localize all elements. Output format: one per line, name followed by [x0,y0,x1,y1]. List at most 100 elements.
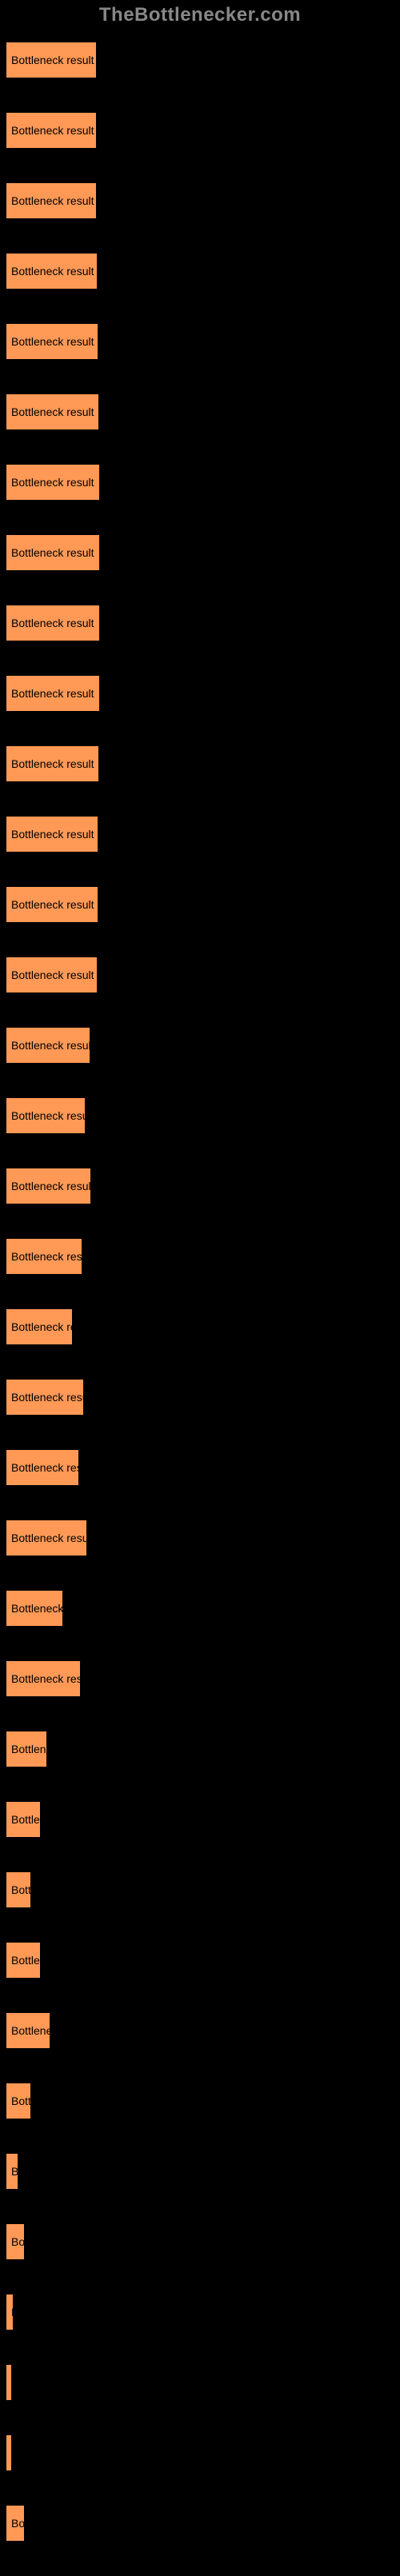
chart-bar: Bottleneck result [6,1380,83,1415]
chart-bar: Bottleneck result [6,394,98,429]
bar-row: Bottleneck result [6,1520,400,1576]
chart-bar: Bottleneck result [6,113,96,148]
chart-bar: Bottleneck result [6,1591,62,1626]
chart-bar: Bottleneck result [6,324,98,359]
bar-label: Bottleneck result [11,617,94,629]
chart-bar: Bottleneck result [6,1520,86,1556]
bar-label: Bottleneck result [11,1320,72,1333]
chart-bar: Bottleneck result [6,2506,24,2541]
bar-row: Bottleneck result [6,254,400,310]
chart-bar: Bottleneck result [6,1168,90,1204]
chart-bar: Bottleneck result [6,2294,13,2330]
bar-label: Bottleneck result [11,1954,40,1967]
chart-bar: Bottleneck result [6,2013,50,2048]
chart-bar: Bottleneck result [6,1802,40,1837]
chart-bar: Bottleneck result [6,676,99,711]
chart-bar: Bottleneck result [6,535,99,570]
bar-label: Bottleneck result [11,476,94,489]
bar-label: Bottleneck result [11,1109,85,1122]
bar-row: Bottleneck result [6,1450,400,1506]
bar-label: Bottleneck result [11,1391,83,1404]
bar-row: Bottleneck result [6,887,400,943]
bar-row: Bottleneck result [6,1168,400,1224]
chart-bar: Bottleneck result [6,2083,30,2119]
chart-bar: Bottleneck result [6,1450,78,1485]
bar-row: Bottleneck result [6,2013,400,2069]
bar-label: Bottleneck result [11,335,94,348]
bar-label: Bottleneck result [11,124,94,137]
chart-bar: Bottleneck result [6,1872,30,1907]
bar-label: Bottleneck result [11,687,94,700]
bar-row: Bottleneck result [6,605,400,661]
bar-row: Bottleneck result [6,2224,400,2280]
chart-bar: Bottleneck result [6,605,99,641]
bar-label: Bottleneck result [11,2306,13,2318]
bar-row: Bottleneck result [6,817,400,873]
bar-label: Bottleneck result [11,2235,24,2248]
chart-bar: Bottleneck result [6,2365,11,2400]
bar-row: Bottleneck result [6,1591,400,1647]
chart-bar: Bottleneck result [6,1943,40,1978]
bar-row: Bottleneck result [6,2365,400,2421]
bar-label: Bottleneck result [11,968,94,981]
chart-bar: Bottleneck result [6,817,98,852]
chart-bar: Bottleneck result [6,2435,11,2470]
bar-label: Bottleneck result [11,1672,80,1685]
bar-row: Bottleneck result [6,2506,400,2562]
bar-label: Bottleneck result [11,1532,86,1544]
bar-label: Bottleneck result [11,2024,50,2037]
chart-bar: Bottleneck result [6,465,99,500]
bar-row: Bottleneck result [6,746,400,802]
bar-label: Bottleneck result [11,757,94,770]
bar-label: Bottleneck result [11,546,94,559]
chart-bar: Bottleneck result [6,1731,46,1767]
bar-label: Bottleneck result [11,1250,82,1263]
bar-row: Bottleneck result [6,1802,400,1858]
bar-label: Bottleneck result [11,2165,18,2178]
chart-bar: Bottleneck result [6,957,97,992]
bar-label: Bottleneck result [11,1743,46,1755]
bar-row: Bottleneck result [6,1661,400,1717]
bar-label: Bottleneck result [11,2517,24,2530]
chart-bar: Bottleneck result [6,1309,72,1344]
site-header: TheBottlenecker.com [0,4,400,26]
bar-row: Bottleneck result [6,2435,400,2491]
bar-label: Bottleneck result [11,1039,90,1052]
bar-label: Bottleneck result [11,898,94,911]
chart-bar: Bottleneck result [6,183,96,218]
chart-bar: Bottleneck result [6,1239,82,1274]
bar-row: Bottleneck result [6,465,400,521]
bar-label: Bottleneck result [11,1813,40,1826]
chart-bar: Bottleneck result [6,887,98,922]
chart-bar: Bottleneck result [6,2154,18,2189]
bar-row: Bottleneck result [6,2083,400,2139]
bar-row: Bottleneck result [6,1872,400,1928]
bar-row: Bottleneck result [6,2154,400,2210]
chart-bar: Bottleneck result [6,1098,85,1133]
bar-row: Bottleneck result [6,1239,400,1295]
chart-bar: Bottleneck result [6,2224,24,2259]
bottleneck-chart: Bottleneck result Bottleneck result Bottle… [0,42,400,2562]
bar-label: Bottleneck result [11,1461,78,1474]
bar-row: Bottleneck result [6,1098,400,1154]
chart-bar: Bottleneck result [6,1028,90,1063]
bar-row: Bottleneck result [6,1943,400,1999]
bar-row: Bottleneck result [6,1309,400,1365]
bar-row: Bottleneck result [6,113,400,169]
bar-label: Bottleneck result [11,265,94,278]
chart-bar: Bottleneck result [6,254,97,289]
bar-label: Bottleneck result [11,828,94,841]
bar-label: Bottleneck result [11,1602,62,1615]
bar-label: Bottleneck result [11,54,94,66]
chart-bar: Bottleneck result [6,746,98,781]
bar-label: Bottleneck result [11,1883,30,1896]
bar-row: Bottleneck result [6,1028,400,1084]
bar-label: Bottleneck result [11,2095,30,2107]
bar-row: Bottleneck result [6,535,400,591]
bar-row: Bottleneck result [6,676,400,732]
bar-row: Bottleneck result [6,957,400,1013]
bar-label: Bottleneck result [11,405,94,418]
bar-row: Bottleneck result [6,1380,400,1436]
bar-row: Bottleneck result [6,394,400,450]
bar-label: Bottleneck result [11,194,94,207]
